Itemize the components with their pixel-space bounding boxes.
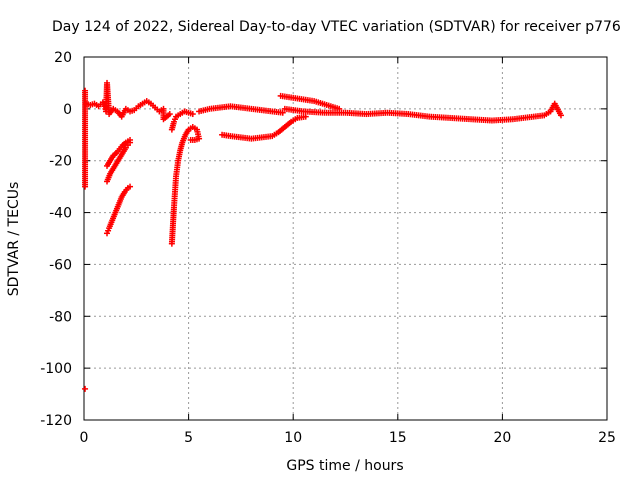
data-point — [557, 112, 564, 119]
y-tick-label: -100 — [40, 361, 72, 377]
chart-title: Day 124 of 2022, Sidereal Day-to-day VTE… — [52, 19, 621, 35]
axis-ticks: 0 5 10 15 20 25 -120 -100 -80 -60 -40 -20 0 20 — [40, 50, 616, 446]
y-tick-label: -80 — [49, 309, 72, 325]
data-marks — [82, 79, 564, 392]
x-tick-label: 25 — [598, 430, 616, 446]
data-point — [279, 109, 286, 116]
plot-frame — [83, 56, 608, 421]
data-point — [166, 111, 173, 118]
y-tick-label: 20 — [54, 50, 72, 66]
grid — [84, 57, 607, 420]
data-point — [127, 183, 134, 190]
data-point — [187, 136, 194, 143]
y-tick-label: -120 — [40, 413, 72, 429]
data-point — [82, 385, 89, 392]
data-point — [189, 111, 196, 118]
data-point — [127, 136, 134, 143]
x-tick-label: 15 — [389, 430, 407, 446]
x-tick-label: 10 — [284, 430, 302, 446]
y-tick-label: -20 — [49, 154, 72, 170]
y-tick-label: -40 — [49, 206, 72, 222]
data-point — [82, 183, 89, 190]
x-tick-label: 0 — [80, 430, 89, 446]
x-tick-label: 20 — [493, 430, 511, 446]
y-axis-label: SDTVAR / TECUs — [6, 182, 22, 297]
x-axis-label: GPS time / hours — [286, 458, 403, 474]
x-tick-label: 5 — [184, 430, 193, 446]
y-tick-label: 0 — [63, 102, 72, 118]
data-point — [302, 113, 309, 120]
y-tick-label: -60 — [49, 257, 72, 273]
